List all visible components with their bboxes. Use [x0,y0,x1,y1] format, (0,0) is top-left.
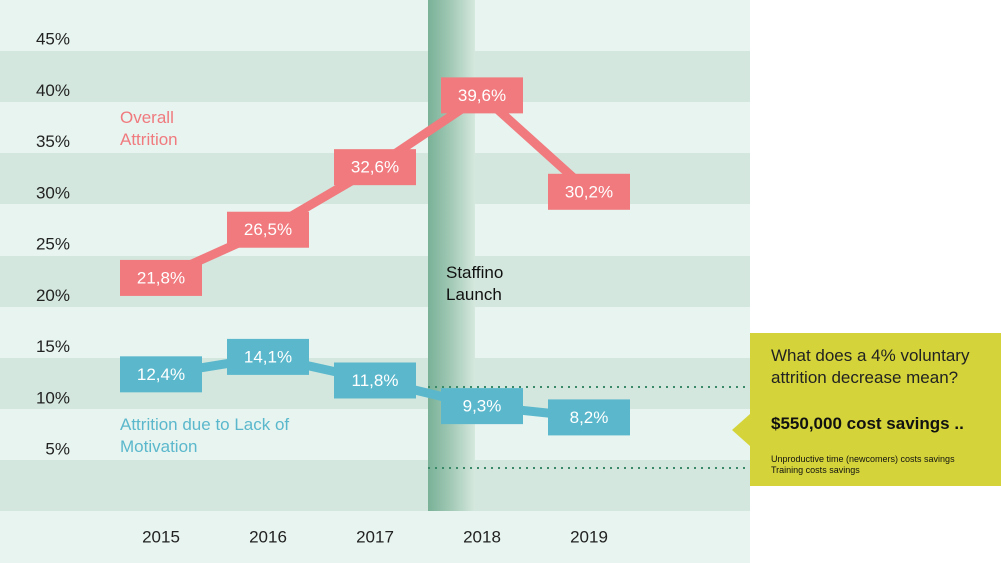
value-box [334,362,416,399]
callout-question: What does a 4% voluntary attrition decre… [771,346,970,387]
y-tick-label: 5% [45,440,70,459]
y-tick-label: 45% [36,29,70,48]
y-tick-label: 25% [36,235,70,254]
callout-note: Training costs savings [771,465,860,475]
series-label: Overall Attrition [120,108,178,149]
y-tick-label: 20% [36,286,70,305]
value-label: 32,6% [351,158,399,177]
value-label: 14,1% [244,347,292,366]
x-tick-label: 2017 [356,527,394,546]
value-label: 8,2% [570,408,609,427]
y-tick-label: 15% [36,337,70,356]
launch-band [428,0,475,511]
value-box [548,399,630,436]
value-label: 12,4% [137,365,185,384]
y-tick-label: 40% [36,81,70,100]
value-label: 26,5% [244,220,292,239]
callout-headline: $550,000 cost savings .. [771,414,964,433]
x-tick-label: 2016 [249,527,287,546]
value-box [120,259,202,296]
series-label: Attrition due to Lack of Motivation [120,415,290,456]
event-label: Staffino Launch [446,263,504,304]
value-label: 21,8% [137,268,185,287]
value-box [227,338,309,375]
y-tick-label: 30% [36,183,70,202]
callout-note: Unproductive time (newcomers) costs savi… [771,454,955,464]
value-box [548,173,630,210]
value-label: 39,6% [458,86,506,105]
value-box [227,211,309,248]
y-tick-label: 10% [36,388,70,407]
value-box [334,149,416,186]
value-label: 9,3% [463,397,502,416]
value-box [441,77,523,114]
value-label: 30,2% [565,182,613,201]
value-box [441,388,523,425]
value-box [120,356,202,393]
x-tick-label: 2015 [142,527,180,546]
x-tick-label: 2018 [463,527,501,546]
value-label: 11,8% [352,371,399,390]
x-tick-label: 2019 [570,527,608,546]
callout-box [732,333,1001,486]
y-tick-label: 35% [36,132,70,151]
